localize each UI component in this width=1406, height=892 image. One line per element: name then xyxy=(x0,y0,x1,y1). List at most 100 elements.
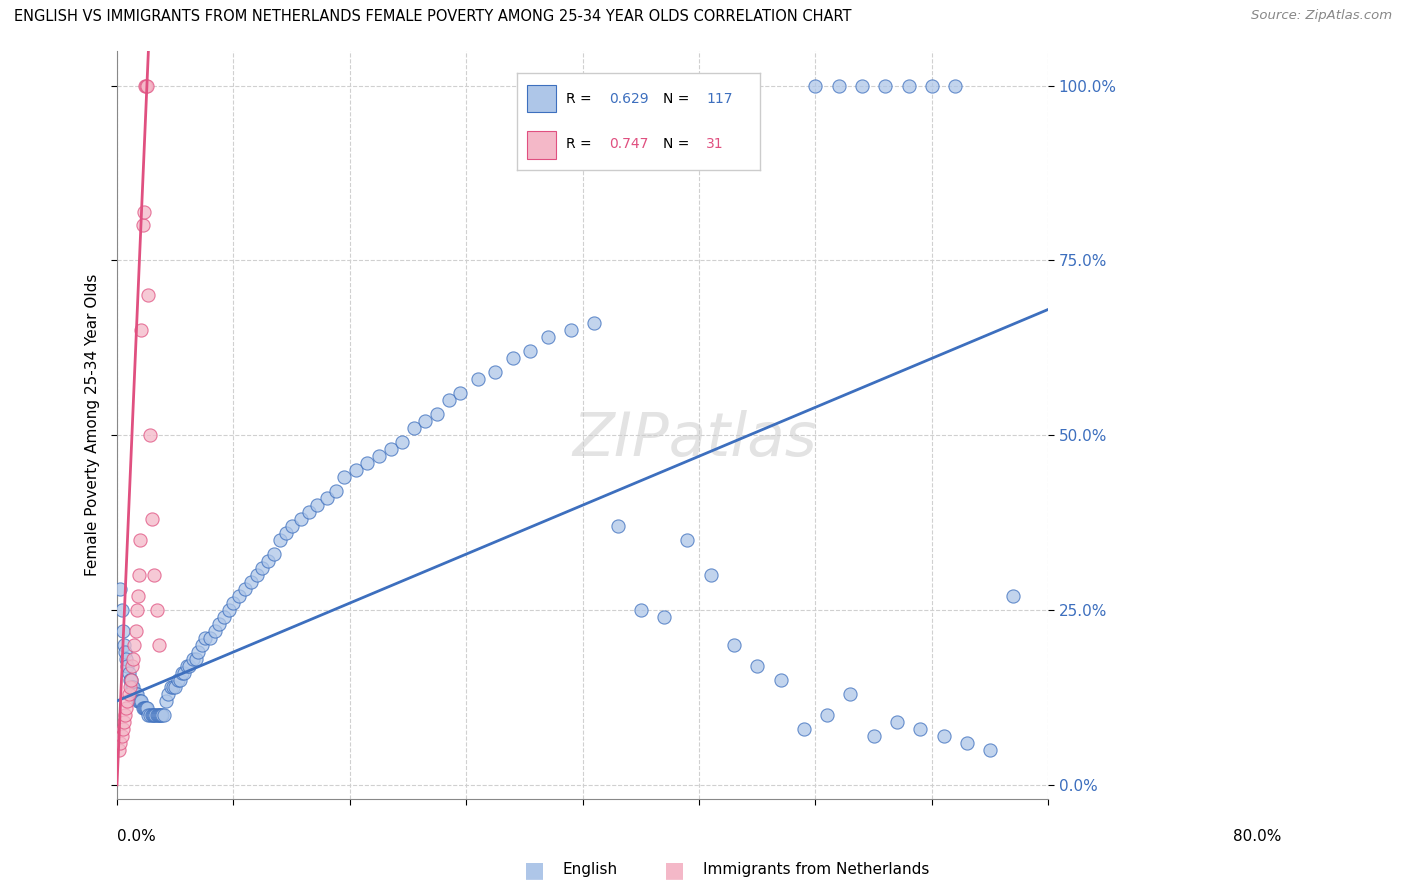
Point xyxy=(129,533,152,548)
Point xyxy=(191,638,214,652)
Point xyxy=(246,568,269,582)
Point xyxy=(1002,589,1025,603)
Point xyxy=(269,533,291,548)
Point xyxy=(131,694,153,708)
Point xyxy=(344,463,367,477)
Text: English: English xyxy=(562,863,617,877)
Point xyxy=(943,78,966,93)
Point xyxy=(117,665,139,680)
Point xyxy=(127,589,149,603)
Point xyxy=(169,673,191,687)
Point xyxy=(606,519,628,533)
Text: ZIPatlas: ZIPatlas xyxy=(572,410,817,469)
Point xyxy=(117,659,139,673)
Point xyxy=(120,673,142,687)
Point xyxy=(280,519,302,533)
Point xyxy=(449,386,471,401)
Point xyxy=(115,652,138,666)
Point xyxy=(467,372,489,386)
Text: Source: ZipAtlas.com: Source: ZipAtlas.com xyxy=(1251,9,1392,22)
Point xyxy=(122,652,145,666)
Point xyxy=(136,78,159,93)
Point xyxy=(333,470,356,484)
Point xyxy=(402,421,425,435)
Point xyxy=(128,568,150,582)
Point xyxy=(124,687,146,701)
Point xyxy=(356,456,378,470)
Point xyxy=(325,484,347,499)
Point xyxy=(118,673,141,687)
Point xyxy=(263,547,285,561)
Point xyxy=(135,78,157,93)
Point xyxy=(274,526,297,541)
Point xyxy=(173,665,195,680)
Point xyxy=(131,701,153,715)
Point xyxy=(141,512,163,526)
Text: ■: ■ xyxy=(665,860,685,880)
Y-axis label: Female Poverty Among 25-34 Year Olds: Female Poverty Among 25-34 Year Olds xyxy=(86,274,100,576)
Point xyxy=(851,78,873,93)
Point xyxy=(194,631,217,645)
Point xyxy=(537,330,560,344)
Point xyxy=(111,624,134,638)
Point xyxy=(132,204,155,219)
Point xyxy=(134,701,156,715)
Point xyxy=(146,708,169,723)
Point xyxy=(121,659,143,673)
Point xyxy=(110,736,132,750)
Point xyxy=(138,428,160,442)
Point xyxy=(131,323,153,337)
Point xyxy=(111,729,134,743)
Point xyxy=(956,736,979,750)
Point xyxy=(815,708,838,723)
Point xyxy=(131,219,153,233)
Point xyxy=(159,680,181,694)
Point xyxy=(145,603,167,617)
Point xyxy=(165,680,187,694)
Point xyxy=(290,512,312,526)
Point xyxy=(252,561,274,575)
Point xyxy=(118,680,141,694)
Point xyxy=(519,344,541,359)
Point xyxy=(124,687,146,701)
Text: 0.0%: 0.0% xyxy=(117,829,156,844)
Point xyxy=(560,323,582,337)
Point xyxy=(204,624,226,638)
Point xyxy=(187,645,209,659)
Point xyxy=(793,722,815,736)
Point xyxy=(157,687,180,701)
Point xyxy=(769,673,792,687)
Point xyxy=(155,694,177,708)
Point xyxy=(149,708,172,723)
Point xyxy=(828,78,851,93)
Point xyxy=(148,708,170,723)
Point xyxy=(298,505,321,519)
Point xyxy=(747,659,769,673)
Point xyxy=(198,631,221,645)
Point xyxy=(111,603,134,617)
Point xyxy=(172,665,194,680)
Point xyxy=(111,722,134,736)
Point xyxy=(145,708,167,723)
Point xyxy=(125,687,148,701)
Point xyxy=(179,659,201,673)
Point xyxy=(127,694,149,708)
Point xyxy=(143,568,166,582)
Point xyxy=(380,442,402,457)
Point xyxy=(875,78,897,93)
Point xyxy=(181,652,204,666)
Point xyxy=(129,694,152,708)
Point xyxy=(979,743,1001,757)
Text: ENGLISH VS IMMIGRANTS FROM NETHERLANDS FEMALE POVERTY AMONG 25-34 YEAR OLDS CORR: ENGLISH VS IMMIGRANTS FROM NETHERLANDS F… xyxy=(14,9,852,24)
Point xyxy=(108,743,131,757)
Point xyxy=(112,638,135,652)
Point xyxy=(150,708,173,723)
Point xyxy=(115,701,138,715)
Point xyxy=(391,435,413,450)
Point xyxy=(233,582,256,596)
Point xyxy=(114,708,136,723)
Point xyxy=(117,694,139,708)
Point xyxy=(257,554,280,568)
Point xyxy=(804,78,827,93)
Point xyxy=(176,659,198,673)
